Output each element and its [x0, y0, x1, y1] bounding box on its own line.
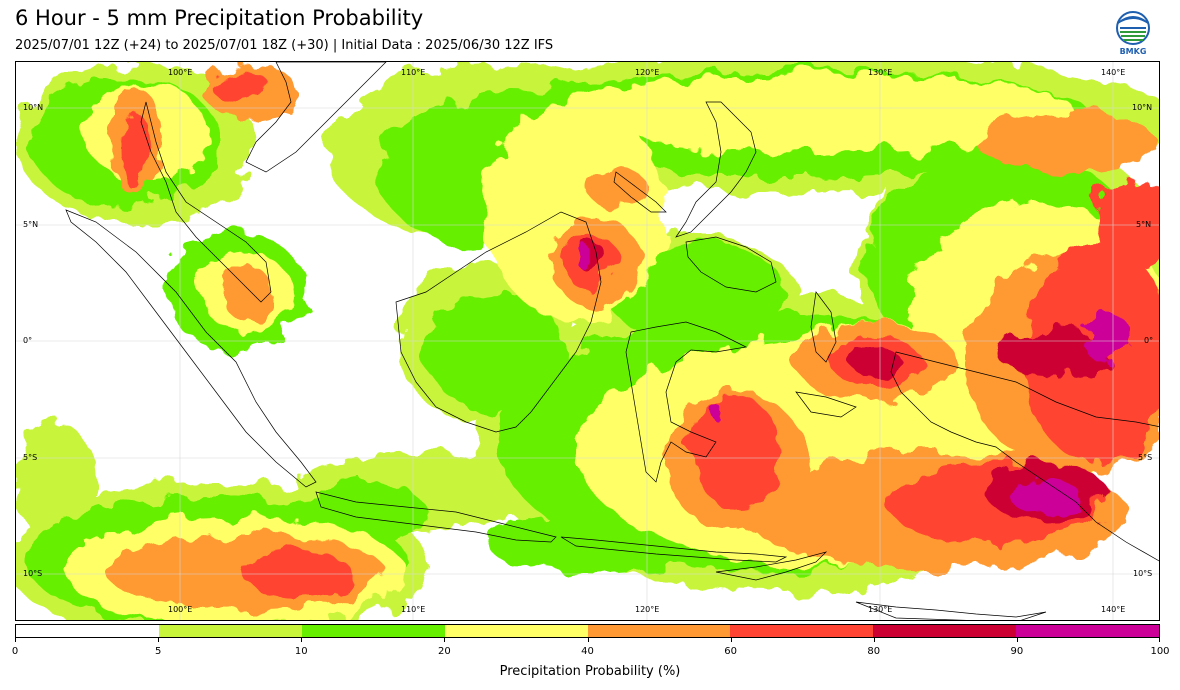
- colorbar-segment: [158, 625, 302, 637]
- precipitation-map: 100°E 110°E 120°E 130°E 140°E 100°E 110°…: [15, 61, 1160, 621]
- colorbar-segment: [16, 625, 159, 637]
- colorbar-tick-label: 20: [438, 646, 451, 657]
- colorbar-segment: [730, 625, 874, 637]
- colorbar-segment: [1016, 625, 1159, 637]
- lat-label-left: 5°N: [23, 220, 39, 229]
- lat-label-right: 10°S: [1133, 569, 1153, 578]
- colorbar-tick: [15, 638, 16, 642]
- colorbar-segment: [444, 625, 588, 637]
- lon-label-bottom: 140°E: [1101, 605, 1126, 614]
- lon-label-top: 120°E: [635, 68, 660, 77]
- colorbar-tick: [1159, 638, 1160, 642]
- colorbar-tick-label: 0: [11, 646, 19, 657]
- colorbar-tick-label: 80: [867, 646, 881, 657]
- colorbar-segment: [873, 625, 1017, 637]
- coastlines: [65, 62, 1159, 620]
- lon-label-bottom: 110°E: [401, 605, 426, 614]
- lon-label-top: 100°E: [168, 68, 193, 77]
- lat-label-left: 10°N: [23, 103, 44, 112]
- colorbar-label: Precipitation Probability (%): [499, 664, 681, 679]
- colorbar-tick-label: 90: [1010, 646, 1024, 657]
- graticule: [16, 62, 1159, 620]
- colorbar-tick-label: 60: [724, 646, 737, 657]
- lon-label-top: 140°E: [1101, 68, 1126, 77]
- colorbar-tick: [873, 638, 875, 642]
- bmkg-logo: BMKG: [1114, 10, 1152, 56]
- colorbar-segment: [301, 625, 445, 637]
- lat-label-right: 10°N: [1132, 103, 1153, 112]
- colorbar-segment: [587, 625, 731, 637]
- lon-label-bottom: 130°E: [868, 605, 893, 614]
- colorbar-tick-label: 10: [294, 646, 308, 657]
- logo-text: BMKG: [1120, 47, 1147, 56]
- lat-label-right: 0°: [1144, 336, 1154, 345]
- lat-label-left: 5°S: [23, 453, 38, 462]
- lon-label-top: 130°E: [868, 68, 893, 77]
- colorbar-tick-label: 100: [1150, 646, 1170, 657]
- colorbar-tick: [444, 638, 446, 642]
- lat-label-right: 5°S: [1138, 453, 1153, 462]
- lat-label-right: 5°N: [1136, 220, 1152, 229]
- lon-label-bottom: 120°E: [635, 605, 660, 614]
- colorbar-tick: [587, 638, 589, 642]
- map-title: 6 Hour - 5 mm Precipitation Probability: [15, 6, 424, 30]
- colorbar: [15, 624, 1160, 638]
- map-subtitle: 2025/07/01 12Z (+24) to 2025/07/01 18Z (…: [15, 38, 554, 53]
- lat-label-left: 10°S: [23, 569, 43, 578]
- lon-label-bottom: 100°E: [168, 605, 193, 614]
- colorbar-tick: [730, 638, 732, 642]
- colorbar-tick: [1016, 638, 1018, 642]
- probability-field: [16, 62, 1159, 620]
- colorbar-tick: [158, 638, 160, 642]
- colorbar-tick-label: 40: [581, 646, 594, 657]
- colorbar-tick-label: 5: [154, 646, 162, 657]
- lat-label-left: 0°: [23, 336, 33, 345]
- colorbar-tick: [301, 638, 303, 642]
- lon-label-top: 110°E: [401, 68, 426, 77]
